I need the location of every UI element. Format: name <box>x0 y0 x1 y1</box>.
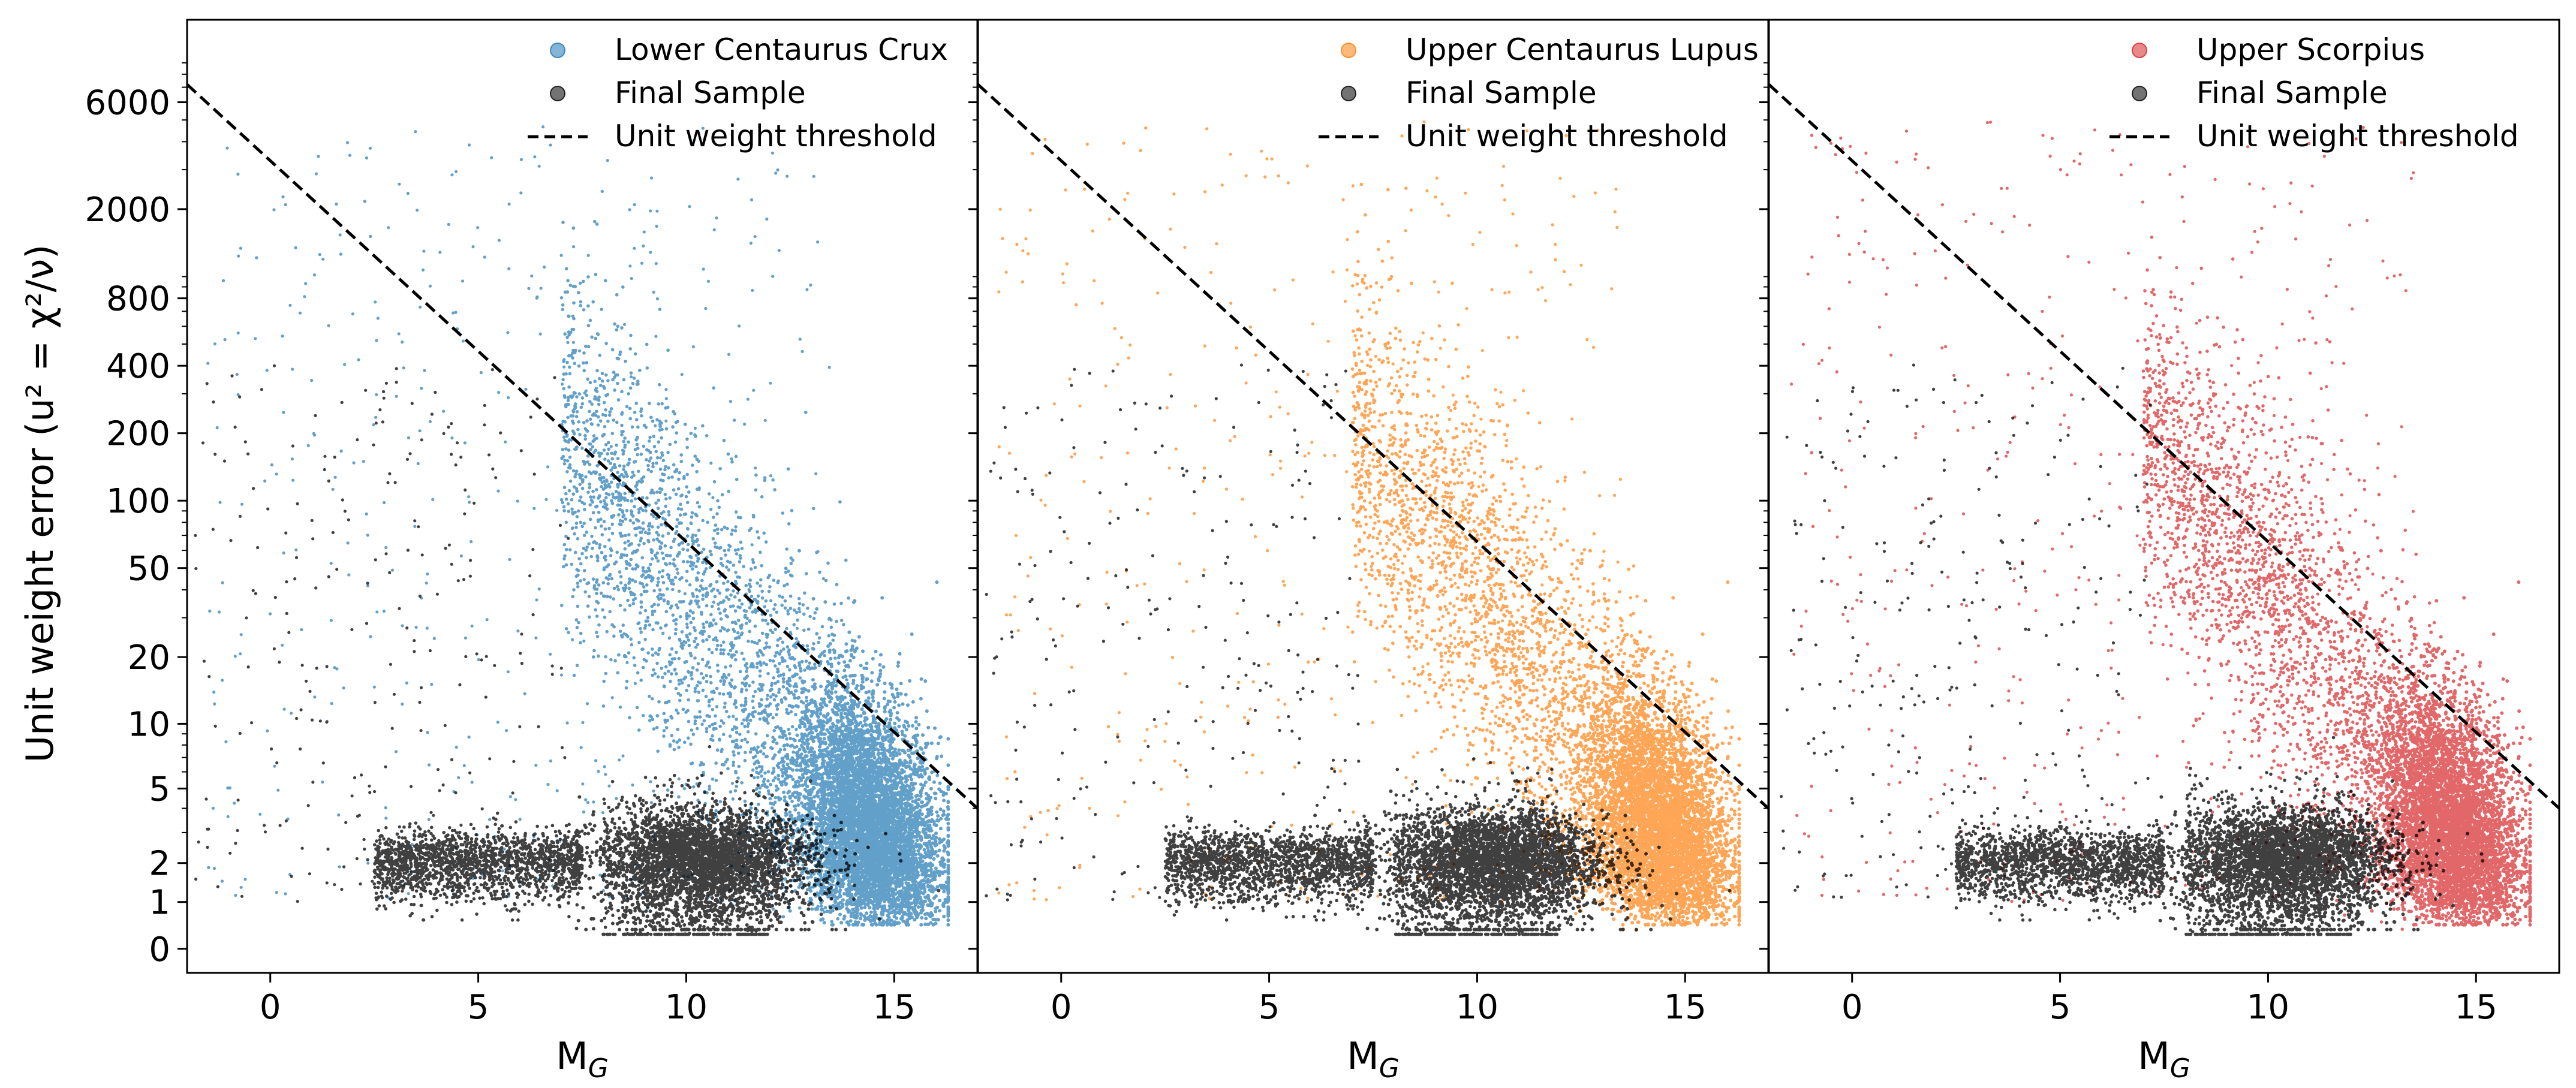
legend: Lower Centaurus Crux Final Sample Unit wei… <box>528 32 948 153</box>
unit-weight-threshold-line <box>1769 83 2559 810</box>
x-axis-label: MG <box>556 1034 609 1084</box>
x-tick-label: 10 <box>2247 988 2289 1027</box>
legend-label: Unit weight threshold <box>1406 119 1728 153</box>
x-tick-label: 0 <box>1841 988 1863 1027</box>
y-tick-label: 2 <box>149 845 170 884</box>
legend: Upper Centaurus Lupus Final Sample Unit we… <box>1319 32 1759 153</box>
x-tick-label: 10 <box>1456 988 1498 1027</box>
legend-marker <box>2132 43 2147 58</box>
y-tick-label: 200 <box>106 415 170 454</box>
legend: Upper Scorpius Final Sample Unit weight th… <box>2109 32 2519 153</box>
x-axis-label: MG <box>2138 1034 2190 1084</box>
legend-marker <box>1341 86 1356 101</box>
panel-1: 0 5 10 15 MG 0 12 5 10 20 50 100 200 400 800 2000 6000 Lo… <box>85 19 979 1084</box>
y-tick-label: 10 <box>128 705 170 744</box>
x-tick-label: 15 <box>1664 988 1707 1027</box>
legend-label: Upper Scorpius <box>2196 32 2425 67</box>
legend-label: Unit weight threshold <box>2196 119 2519 153</box>
x-tick-label: 5 <box>468 988 489 1027</box>
x-tick-label: 0 <box>260 988 281 1027</box>
axes-frame <box>1768 19 2560 974</box>
y-tick-label: 6000 <box>85 84 170 123</box>
panels: 0 5 10 15MG012510205010020040080020006000Lo… <box>85 19 2560 1084</box>
legend-marker <box>1341 43 1356 58</box>
unit-weight-threshold-line <box>187 83 977 810</box>
y-tick-label: 1 <box>149 884 170 923</box>
region-points <box>206 125 950 927</box>
legend-label: Upper Centaurus Lupus <box>1406 32 1759 67</box>
region-points <box>997 120 1741 932</box>
final-sample-points <box>1779 363 2485 936</box>
y-tick-label: 20 <box>128 638 170 677</box>
y-tick-label: 5 <box>149 770 170 809</box>
panel-2: 0 5 10 15 MG Upper Centaurus Lupus Final Sampl… <box>968 19 1770 1084</box>
scatter-points <box>978 83 1768 936</box>
legend-label: Final Sample <box>615 76 806 110</box>
x-axis-label: MG <box>1347 1034 1400 1084</box>
y-tick-label: 100 <box>106 482 170 521</box>
panel-3: 0 5 10 15 MG Upper Scorpius Final Sample Unit w… <box>1759 19 2560 1084</box>
legend-marker <box>2132 86 2147 101</box>
legend-label: Final Sample <box>1406 76 1597 110</box>
x-tick-label: 5 <box>1259 988 1280 1027</box>
legend-marker <box>550 86 565 101</box>
legend-marker <box>550 43 565 58</box>
unit-weight-threshold-line <box>978 83 1768 810</box>
scatter-points <box>1769 83 2559 936</box>
x-tick-label: 0 <box>1051 988 1072 1027</box>
y-tick-label: 50 <box>128 550 170 589</box>
legend-label: Final Sample <box>2196 76 2388 110</box>
y-axis-label: Unit weight error (u² = χ²/ν) <box>18 245 62 763</box>
y-tick-label: 800 <box>106 280 170 319</box>
y-tick-label: 0 <box>149 930 170 969</box>
final-sample-points <box>985 363 1732 936</box>
x-tick-label: 5 <box>2050 988 2071 1027</box>
x-tick-label: 15 <box>873 988 916 1027</box>
x-tick-label: 10 <box>665 988 708 1027</box>
legend-label: Unit weight threshold <box>615 119 937 153</box>
x-tick-label: 15 <box>2455 988 2497 1027</box>
y-tick-label: 2000 <box>85 191 170 230</box>
y-tick-label: 400 <box>106 347 170 386</box>
region-points <box>1790 120 2532 932</box>
legend-label: Lower Centaurus Crux <box>615 32 948 67</box>
scatter-points <box>187 83 977 936</box>
